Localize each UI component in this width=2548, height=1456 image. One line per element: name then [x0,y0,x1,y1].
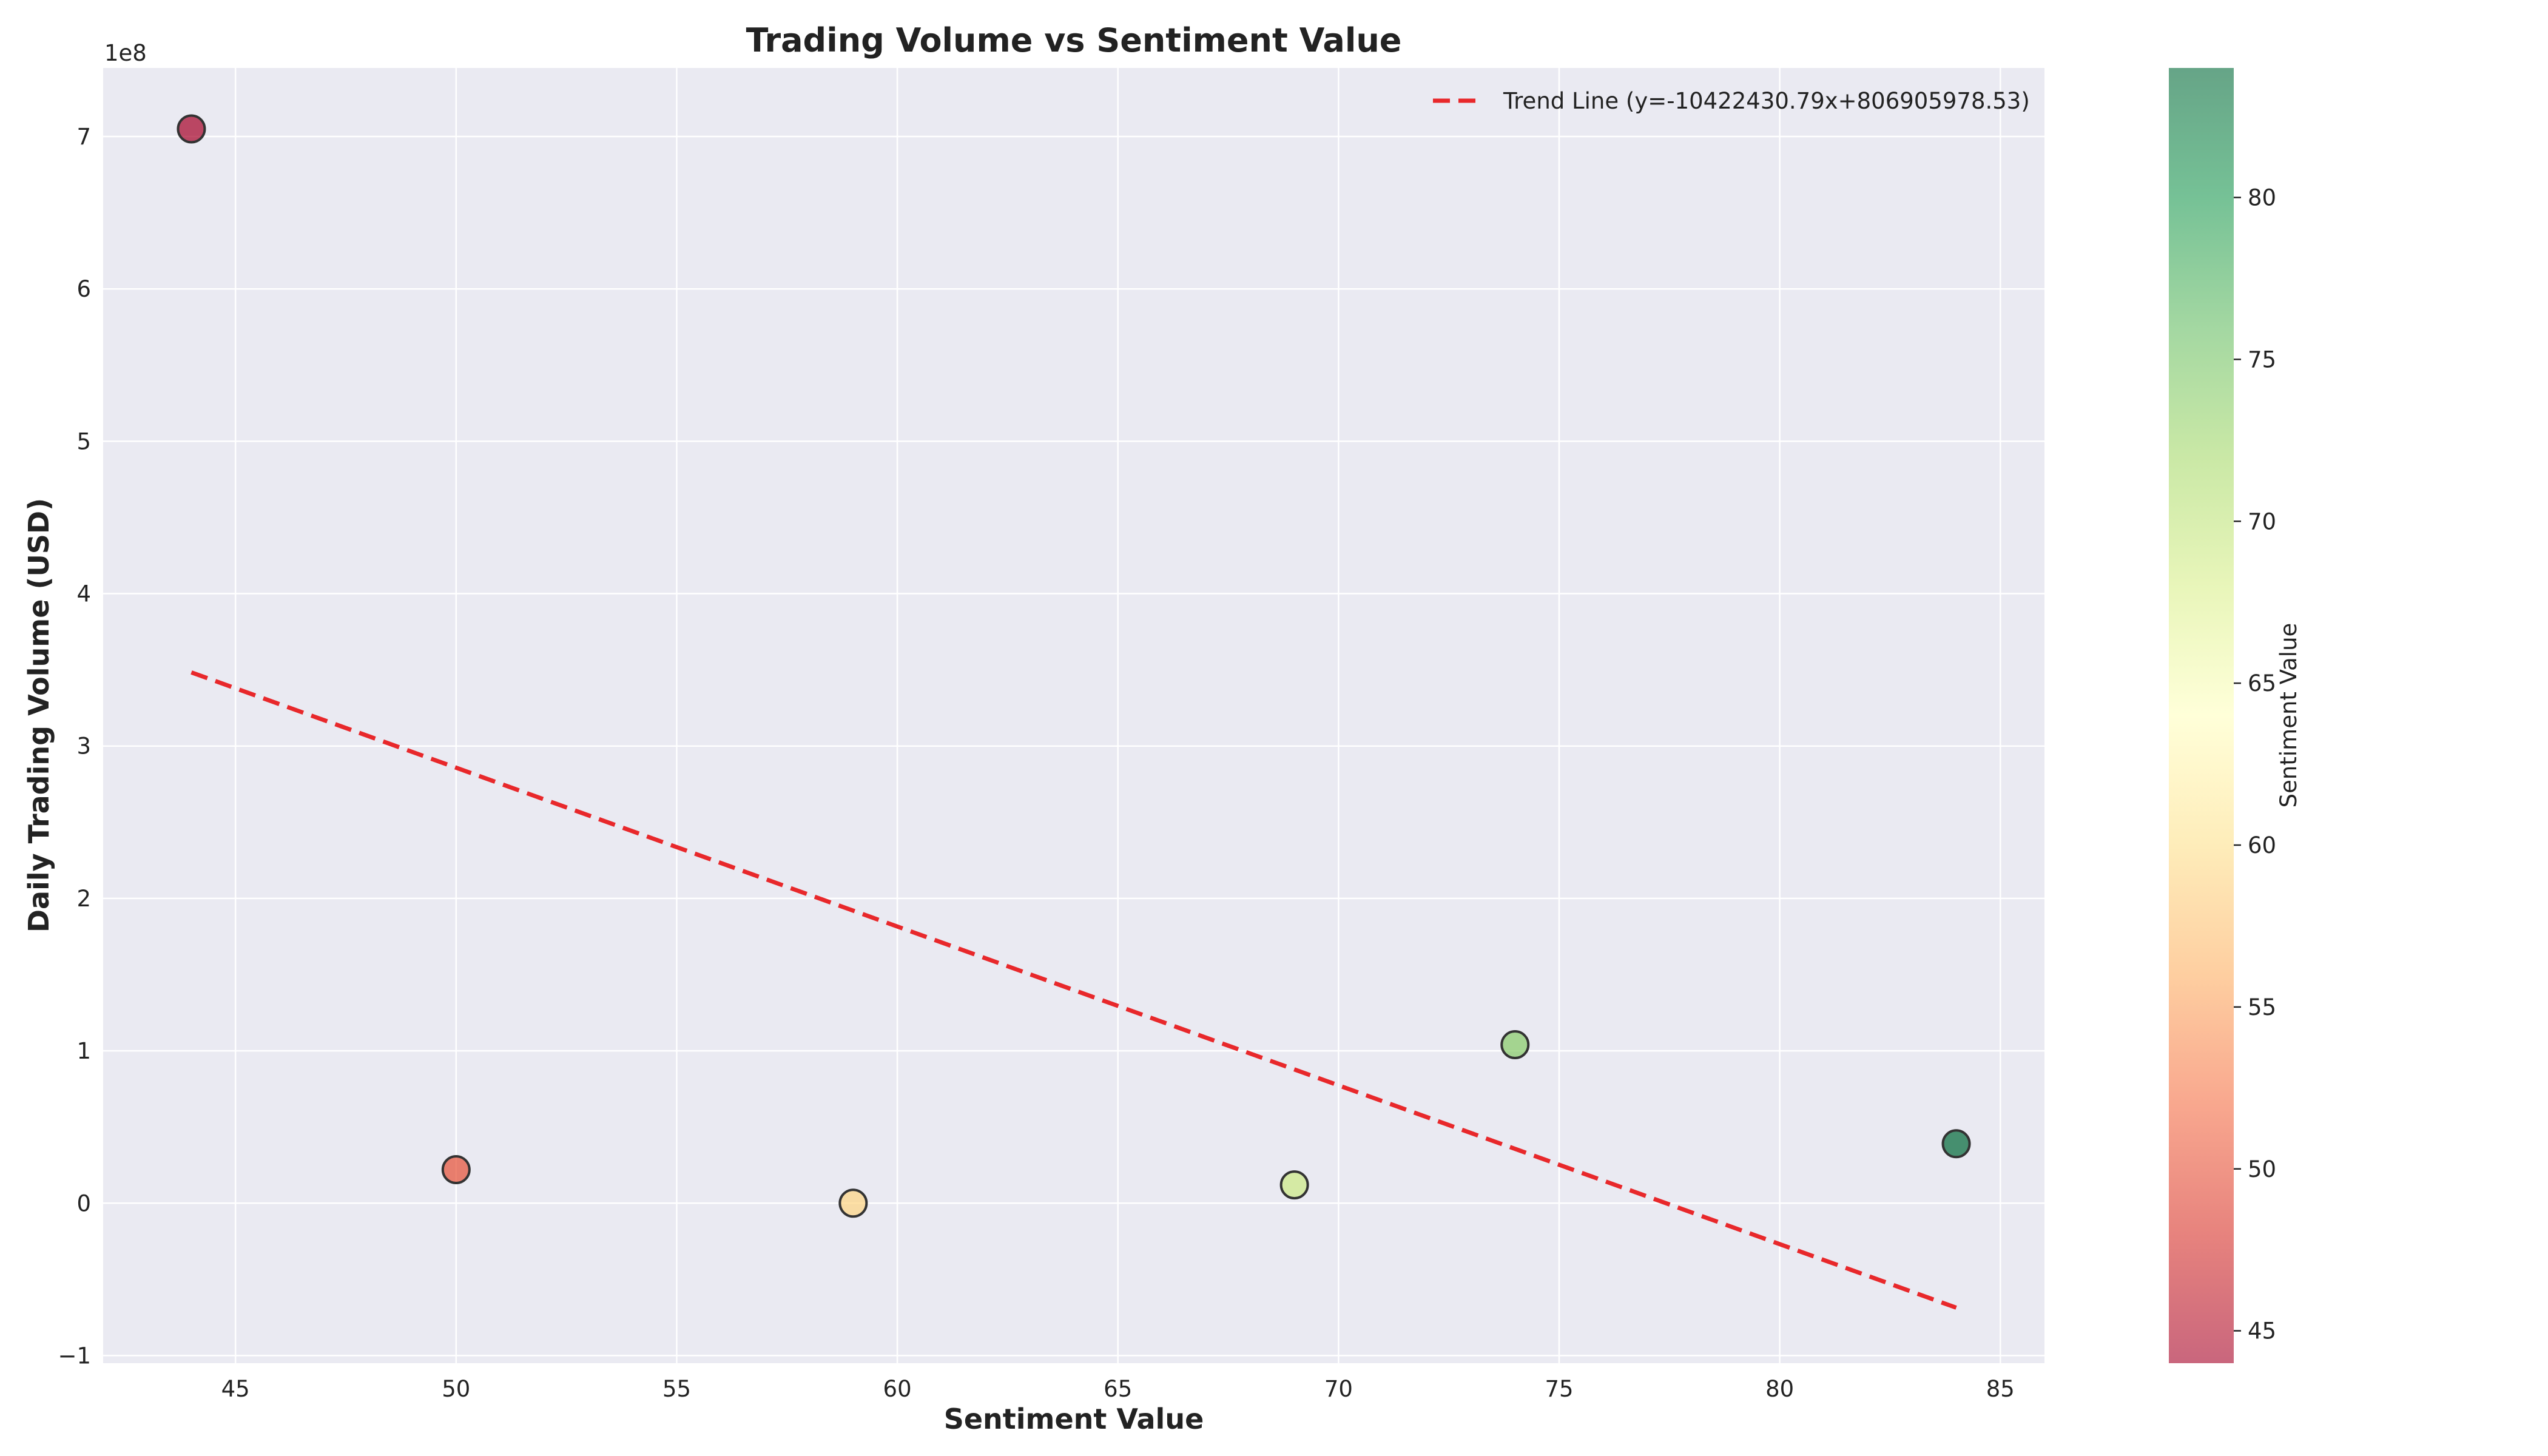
x-tick-label: 70 [1324,1376,1353,1402]
scatter-point [1941,1129,1971,1159]
colorbar-tick-label: 65 [2248,670,2276,696]
y-tick-label: 6 [76,276,91,302]
colorbar-tick-label: 60 [2248,832,2276,858]
scatter-point [838,1188,868,1218]
scatter-point [1279,1170,1309,1200]
legend: Trend Line (y=-10422430.79x+806905978.53… [1433,88,2030,114]
x-tick-label: 65 [1104,1376,1132,1402]
colorbar-ticks: 45 50 55 60 65 70 75 80 [2234,185,2276,1344]
y-tick-label: 7 [76,124,91,150]
y-tick-label: 5 [76,428,91,454]
x-axis-ticks: 45 50 55 60 65 70 75 80 85 [221,1376,2015,1402]
colorbar-tick-label: 55 [2248,994,2276,1020]
colorbar-tick-label: 80 [2248,185,2276,211]
y-tick-label: 0 [76,1190,91,1216]
x-tick-label: 45 [221,1376,250,1402]
x-tick-label: 85 [1986,1376,2015,1402]
y-axis-ticks: −1 0 1 2 3 4 5 6 7 [58,124,91,1369]
colorbar [2169,68,2234,1363]
y-tick-label: 2 [76,886,91,912]
colorbar-tick-label: 45 [2248,1318,2276,1344]
x-tick-label: 55 [662,1376,691,1402]
colorbar-label: Sentiment Value [2276,623,2302,808]
y-tick-label: −1 [58,1343,91,1369]
legend-trend-label: Trend Line (y=-10422430.79x+806905978.53… [1503,88,2030,114]
colorbar-tick-label: 75 [2248,346,2276,372]
y-tick-label: 4 [76,581,91,607]
chart-title: Trading Volume vs Sentiment Value [746,21,1402,59]
scatter-point [177,114,206,144]
x-tick-label: 50 [442,1376,470,1402]
y-offset-text: 1e8 [104,40,147,66]
y-tick-label: 1 [76,1038,91,1064]
plot-background [103,68,2044,1363]
y-axis-label: Daily Trading Volume (USD) [22,498,55,932]
scatter-points [177,114,1971,1218]
x-tick-label: 60 [883,1376,912,1402]
colorbar-tick-label: 50 [2248,1156,2276,1182]
x-tick-label: 80 [1765,1376,1794,1402]
grid-lines [103,68,2044,1363]
scatter-point [1500,1030,1530,1060]
scatter-point [441,1155,471,1185]
colorbar-tick-label: 70 [2248,508,2276,534]
x-tick-label: 75 [1545,1376,1573,1402]
y-tick-label: 3 [76,733,91,760]
trend-line [190,670,1957,1310]
x-axis-label: Sentiment Value [944,1403,1204,1435]
